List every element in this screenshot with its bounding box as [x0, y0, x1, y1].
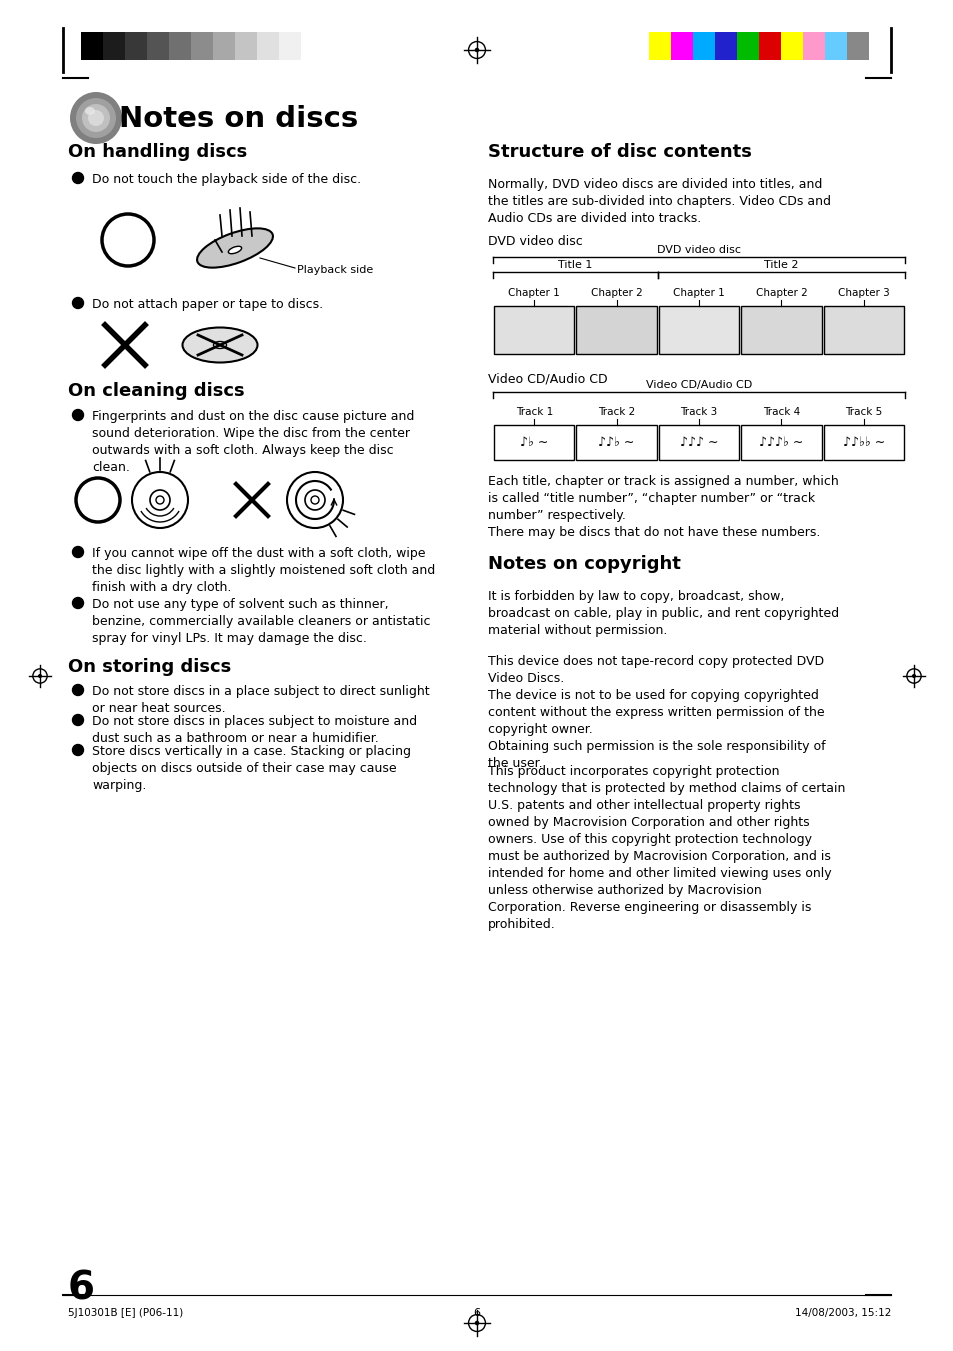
- Text: Do not use any type of solvent such as thinner,
benzine, commercially available : Do not use any type of solvent such as t…: [91, 598, 430, 644]
- Text: Notes on discs: Notes on discs: [119, 105, 358, 132]
- Text: Chapter 3: Chapter 3: [837, 288, 889, 299]
- Text: 6: 6: [68, 1270, 95, 1308]
- Text: Playback side: Playback side: [296, 265, 373, 276]
- Text: On handling discs: On handling discs: [68, 143, 247, 161]
- Circle shape: [72, 173, 84, 184]
- Circle shape: [72, 715, 84, 725]
- Bar: [576, 305, 656, 354]
- Text: It is forbidden by law to copy, broadcast, show,
broadcast on cable, play in pub: It is forbidden by law to copy, broadcas…: [488, 590, 839, 638]
- Bar: [125, 32, 147, 59]
- Ellipse shape: [213, 342, 226, 349]
- Bar: [576, 426, 656, 459]
- Text: Title 2: Title 2: [763, 259, 798, 270]
- Text: Notes on copyright: Notes on copyright: [488, 555, 680, 573]
- Circle shape: [311, 496, 318, 504]
- Text: Video CD/Audio CD: Video CD/Audio CD: [488, 372, 607, 385]
- Bar: [234, 32, 256, 59]
- Bar: [802, 32, 824, 59]
- Circle shape: [39, 674, 41, 677]
- Text: Each title, chapter or track is assigned a number, which
is called “title number: Each title, chapter or track is assigned…: [488, 476, 838, 539]
- Text: Video CD/Audio CD: Video CD/Audio CD: [645, 380, 751, 390]
- Text: Track 4: Track 4: [762, 407, 800, 417]
- Bar: [692, 32, 714, 59]
- Circle shape: [72, 744, 84, 755]
- Text: Normally, DVD video discs are divided into titles, and
the titles are sub-divide: Normally, DVD video discs are divided in…: [488, 178, 830, 226]
- Circle shape: [912, 674, 914, 677]
- Text: Structure of disc contents: Structure of disc contents: [488, 143, 751, 161]
- Bar: [846, 32, 868, 59]
- Text: Track 5: Track 5: [844, 407, 882, 417]
- Bar: [213, 32, 234, 59]
- Ellipse shape: [70, 92, 122, 145]
- Ellipse shape: [88, 109, 104, 126]
- Circle shape: [475, 1321, 478, 1324]
- Bar: [659, 305, 739, 354]
- Ellipse shape: [82, 104, 110, 132]
- Ellipse shape: [76, 99, 116, 138]
- Text: Store discs vertically in a case. Stacking or placing
objects on discs outside o: Store discs vertically in a case. Stacki…: [91, 744, 411, 792]
- Text: ♪♪♭♭ ∼: ♪♪♭♭ ∼: [841, 436, 884, 449]
- Circle shape: [72, 297, 84, 308]
- Bar: [737, 32, 759, 59]
- Bar: [147, 32, 169, 59]
- Text: Chapter 1: Chapter 1: [673, 288, 724, 299]
- Bar: [103, 32, 125, 59]
- Text: ♪♭ ∼: ♪♭ ∼: [519, 436, 548, 449]
- Text: Chapter 1: Chapter 1: [508, 288, 559, 299]
- Bar: [714, 32, 737, 59]
- Bar: [670, 32, 692, 59]
- Bar: [648, 32, 670, 59]
- Text: Track 2: Track 2: [598, 407, 635, 417]
- Bar: [256, 32, 278, 59]
- Text: Do not store discs in a place subject to direct sunlight
or near heat sources.: Do not store discs in a place subject to…: [91, 685, 429, 715]
- Bar: [822, 426, 903, 459]
- Text: 5J10301B [E] (P06-11): 5J10301B [E] (P06-11): [68, 1308, 183, 1319]
- Circle shape: [72, 409, 84, 420]
- Text: This product incorporates copyright protection
technology that is protected by m: This product incorporates copyright prot…: [488, 765, 844, 931]
- Text: This device does not tape-record copy protected DVD
Video Discs.
The device is n: This device does not tape-record copy pr…: [488, 655, 824, 770]
- Text: Chapter 2: Chapter 2: [755, 288, 806, 299]
- Ellipse shape: [85, 107, 95, 115]
- Ellipse shape: [197, 228, 273, 267]
- Circle shape: [475, 49, 478, 51]
- Bar: [169, 32, 191, 59]
- Circle shape: [72, 597, 84, 608]
- Text: Chapter 2: Chapter 2: [590, 288, 641, 299]
- Text: Track 1: Track 1: [515, 407, 552, 417]
- Ellipse shape: [228, 246, 241, 254]
- Text: If you cannot wipe off the dust with a soft cloth, wipe
the disc lightly with a : If you cannot wipe off the dust with a s…: [91, 547, 435, 594]
- Bar: [81, 32, 103, 59]
- Text: Do not store discs in places subject to moisture and
dust such as a bathroom or : Do not store discs in places subject to …: [91, 715, 416, 744]
- Bar: [740, 305, 821, 354]
- Text: Do not touch the playback side of the disc.: Do not touch the playback side of the di…: [91, 173, 361, 186]
- Bar: [822, 305, 903, 354]
- Bar: [824, 32, 846, 59]
- Bar: [659, 426, 739, 459]
- Bar: [494, 305, 574, 354]
- Bar: [740, 426, 821, 459]
- Text: Track 3: Track 3: [679, 407, 717, 417]
- Circle shape: [72, 547, 84, 558]
- Circle shape: [156, 496, 164, 504]
- Text: On cleaning discs: On cleaning discs: [68, 382, 244, 400]
- Text: DVD video disc: DVD video disc: [488, 235, 582, 249]
- Text: ♪♪♪♭ ∼: ♪♪♪♭ ∼: [759, 436, 802, 449]
- Text: ♪♪♪ ∼: ♪♪♪ ∼: [679, 436, 718, 449]
- Ellipse shape: [182, 327, 257, 362]
- Text: Do not attach paper or tape to discs.: Do not attach paper or tape to discs.: [91, 299, 323, 311]
- Text: ♪♪♭ ∼: ♪♪♭ ∼: [598, 436, 634, 449]
- Bar: [278, 32, 301, 59]
- Bar: [781, 32, 802, 59]
- Bar: [301, 32, 323, 59]
- Circle shape: [72, 685, 84, 696]
- Text: DVD video disc: DVD video disc: [657, 245, 740, 255]
- Bar: [191, 32, 213, 59]
- Bar: [759, 32, 781, 59]
- Bar: [494, 426, 574, 459]
- Text: Title 1: Title 1: [558, 259, 592, 270]
- Text: 14/08/2003, 15:12: 14/08/2003, 15:12: [794, 1308, 890, 1319]
- Text: Fingerprints and dust on the disc cause picture and
sound deterioration. Wipe th: Fingerprints and dust on the disc cause …: [91, 409, 414, 474]
- Text: On storing discs: On storing discs: [68, 658, 231, 676]
- Text: 6: 6: [473, 1308, 480, 1319]
